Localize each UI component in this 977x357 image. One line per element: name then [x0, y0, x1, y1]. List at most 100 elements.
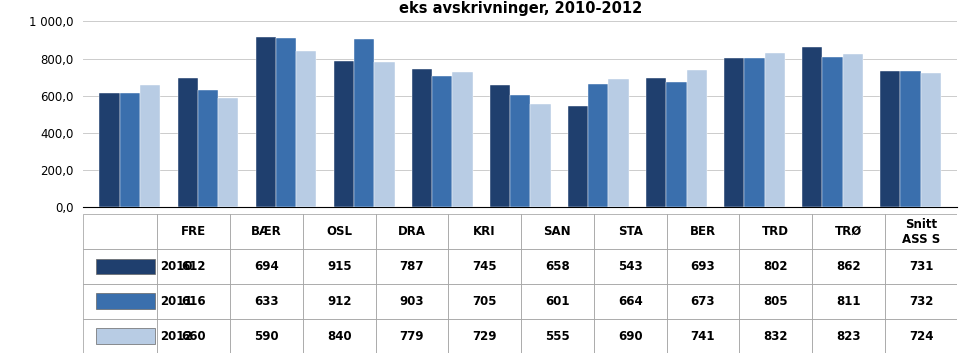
- Bar: [687, 70, 706, 207]
- Text: 555: 555: [545, 330, 570, 342]
- Bar: [531, 104, 551, 207]
- Bar: [140, 85, 160, 207]
- Bar: [197, 90, 218, 207]
- Text: 729: 729: [473, 330, 497, 342]
- Bar: [354, 39, 374, 207]
- FancyBboxPatch shape: [83, 284, 157, 318]
- Bar: [765, 52, 785, 207]
- Text: 694: 694: [254, 260, 278, 273]
- Title: Korrigerte brutto driftsutgifter per kvm til eiendomsforvaltning, eide
bygg
eks : Korrigerte brutto driftsutgifter per kvm…: [233, 0, 808, 16]
- Bar: [568, 106, 588, 207]
- FancyBboxPatch shape: [666, 318, 740, 353]
- FancyBboxPatch shape: [157, 214, 231, 249]
- FancyBboxPatch shape: [885, 214, 957, 249]
- Text: 732: 732: [909, 295, 933, 308]
- Bar: [646, 79, 666, 207]
- Text: BER: BER: [690, 225, 716, 238]
- FancyBboxPatch shape: [231, 284, 303, 318]
- Bar: [452, 72, 473, 207]
- FancyBboxPatch shape: [83, 249, 157, 284]
- Bar: [823, 56, 843, 207]
- Text: 903: 903: [400, 295, 424, 308]
- Text: 731: 731: [909, 260, 933, 273]
- Bar: [880, 71, 901, 207]
- FancyBboxPatch shape: [83, 214, 157, 249]
- FancyBboxPatch shape: [157, 284, 231, 318]
- Text: KRI: KRI: [474, 225, 496, 238]
- Bar: [666, 82, 687, 207]
- Text: SAN: SAN: [543, 225, 572, 238]
- Text: 590: 590: [254, 330, 278, 342]
- Text: 915: 915: [327, 260, 352, 273]
- Text: 840: 840: [327, 330, 352, 342]
- Text: STA: STA: [617, 225, 643, 238]
- Bar: [178, 78, 197, 207]
- Text: 745: 745: [472, 260, 497, 273]
- Text: 805: 805: [763, 295, 787, 308]
- Bar: [901, 71, 920, 207]
- FancyBboxPatch shape: [812, 284, 885, 318]
- FancyBboxPatch shape: [375, 284, 448, 318]
- FancyBboxPatch shape: [666, 284, 740, 318]
- FancyBboxPatch shape: [375, 318, 448, 353]
- FancyBboxPatch shape: [740, 284, 812, 318]
- Text: 673: 673: [691, 295, 715, 308]
- Text: 601: 601: [545, 295, 570, 308]
- Bar: [744, 57, 765, 207]
- Bar: [411, 69, 432, 207]
- Text: 664: 664: [617, 295, 643, 308]
- Text: 693: 693: [691, 260, 715, 273]
- FancyBboxPatch shape: [666, 214, 740, 249]
- Text: 2010: 2010: [160, 260, 192, 273]
- FancyBboxPatch shape: [885, 284, 957, 318]
- Text: 616: 616: [182, 295, 206, 308]
- Text: 633: 633: [254, 295, 278, 308]
- FancyBboxPatch shape: [231, 249, 303, 284]
- Bar: [588, 84, 609, 207]
- Text: 787: 787: [400, 260, 424, 273]
- Text: DRA: DRA: [398, 225, 426, 238]
- Bar: [843, 54, 863, 207]
- FancyBboxPatch shape: [594, 249, 666, 284]
- FancyBboxPatch shape: [812, 214, 885, 249]
- FancyBboxPatch shape: [231, 318, 303, 353]
- FancyBboxPatch shape: [375, 214, 448, 249]
- FancyBboxPatch shape: [812, 318, 885, 353]
- FancyBboxPatch shape: [83, 318, 157, 353]
- Text: 724: 724: [909, 330, 933, 342]
- Text: 2012: 2012: [160, 330, 192, 342]
- Text: TRØ: TRØ: [834, 225, 862, 238]
- FancyBboxPatch shape: [521, 249, 594, 284]
- Text: 832: 832: [763, 330, 787, 342]
- FancyBboxPatch shape: [740, 214, 812, 249]
- Bar: [334, 61, 354, 207]
- Text: 543: 543: [617, 260, 643, 273]
- FancyBboxPatch shape: [448, 249, 521, 284]
- FancyBboxPatch shape: [740, 318, 812, 353]
- FancyBboxPatch shape: [303, 318, 375, 353]
- FancyBboxPatch shape: [594, 214, 666, 249]
- Bar: [218, 97, 238, 207]
- FancyBboxPatch shape: [521, 214, 594, 249]
- FancyBboxPatch shape: [521, 284, 594, 318]
- FancyBboxPatch shape: [303, 249, 375, 284]
- FancyBboxPatch shape: [812, 249, 885, 284]
- Bar: [120, 93, 140, 207]
- Text: 660: 660: [182, 330, 206, 342]
- FancyBboxPatch shape: [231, 214, 303, 249]
- Bar: [510, 95, 531, 207]
- Text: BÆR: BÆR: [251, 225, 281, 238]
- Text: Snitt
ASS S: Snitt ASS S: [902, 218, 940, 246]
- FancyBboxPatch shape: [885, 318, 957, 353]
- Text: 741: 741: [691, 330, 715, 342]
- Bar: [276, 38, 296, 207]
- Text: TRD: TRD: [762, 225, 789, 238]
- FancyBboxPatch shape: [448, 318, 521, 353]
- FancyBboxPatch shape: [303, 214, 375, 249]
- FancyBboxPatch shape: [448, 214, 521, 249]
- Text: 705: 705: [473, 295, 497, 308]
- Text: 862: 862: [836, 260, 861, 273]
- Text: 2011: 2011: [160, 295, 192, 308]
- FancyBboxPatch shape: [740, 249, 812, 284]
- FancyBboxPatch shape: [594, 318, 666, 353]
